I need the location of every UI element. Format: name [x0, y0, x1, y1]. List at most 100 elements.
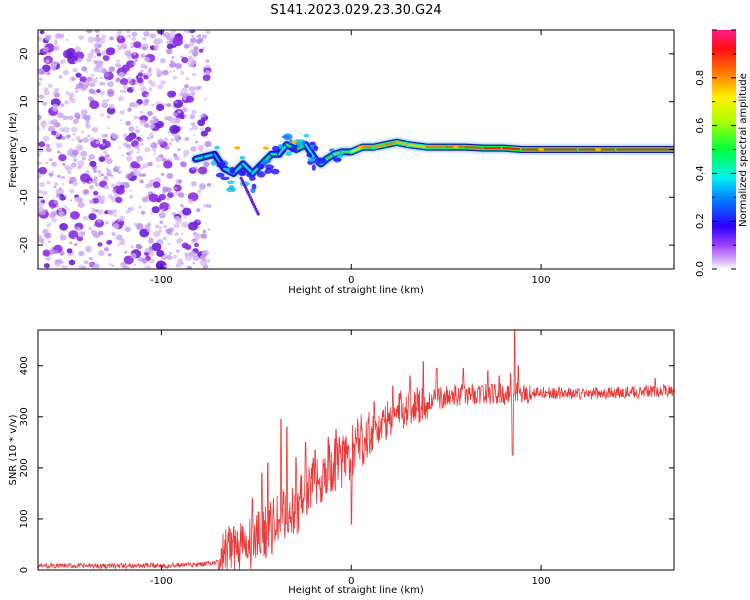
noise-blob: [140, 210, 146, 215]
noise-blob: [125, 120, 131, 126]
noise-blob: [87, 52, 94, 59]
ridge-blob: [220, 176, 230, 181]
noise-blob: [105, 78, 109, 81]
noise-blob: [106, 106, 116, 115]
noise-blob: [180, 71, 185, 75]
noise-blob: [133, 115, 138, 120]
noise-blob: [201, 251, 205, 255]
noise-blob: [143, 99, 147, 103]
spectrogram-y-tick-label-3: 10: [19, 95, 30, 108]
colorbar-tick-label-0: 0.0: [695, 261, 706, 277]
noise-blob: [129, 189, 132, 192]
noise-blob: [56, 193, 61, 198]
noise-blob: [148, 246, 153, 250]
noise-blob: [39, 181, 46, 188]
noise-blob: [54, 261, 61, 267]
noise-blob: [84, 70, 88, 73]
noise-blob: [174, 187, 178, 190]
noise-blob: [46, 180, 51, 185]
noise-blob: [39, 30, 45, 35]
noise-blob: [170, 30, 176, 34]
ridge-blob: [309, 141, 316, 146]
noise-blob: [181, 57, 189, 64]
colorbar-tick-label-4: 0.8: [695, 70, 706, 86]
noise-blob: [105, 167, 110, 171]
noise-blob: [146, 228, 151, 233]
noise-blob: [173, 99, 184, 109]
spectrogram-x-axis-label: Height of straight line (km): [288, 285, 424, 296]
noise-blob: [109, 174, 114, 178]
noise-blob: [69, 98, 76, 104]
noise-blob: [78, 250, 85, 257]
noise-blob: [162, 186, 169, 192]
noise-blob: [74, 196, 82, 203]
noise-blob: [179, 115, 185, 120]
noise-blob: [87, 158, 91, 162]
noise-blob: [68, 165, 73, 171]
noise-blob: [90, 78, 95, 82]
noise-blob: [100, 173, 105, 177]
noise-blob: [67, 170, 72, 175]
noise-blob: [189, 49, 195, 54]
noise-blob: [82, 137, 89, 143]
noise-blob: [133, 41, 142, 49]
snr-y-axis-label: SNR (10 * v/v): [8, 414, 19, 485]
ridge-segment-core: [304, 143, 317, 161]
noise-blob: [175, 63, 182, 69]
noise-blob: [59, 127, 65, 132]
noise-blob: [139, 166, 143, 170]
noise-blob: [135, 244, 141, 249]
noise-blob: [102, 99, 108, 104]
ridge-segment-core: [502, 147, 524, 151]
noise-blob: [94, 47, 99, 52]
noise-blob: [84, 245, 93, 252]
noise-blob: [102, 55, 110, 61]
colorbar-gradient: [712, 30, 736, 269]
noise-blob: [138, 205, 142, 209]
snr-y-tick-label-4: 400: [19, 356, 30, 375]
noise-blob: [151, 112, 154, 115]
snr-ticks: -100 0 100 0 100 200 300 400: [19, 330, 674, 587]
noise-blob: [146, 249, 150, 253]
noise-blob: [93, 169, 97, 173]
colorbar: 0.0 0.2 0.4 0.6 0.8 Normalized spectral ampl…: [695, 29, 749, 277]
noise-blob: [89, 185, 94, 190]
noise-blob: [198, 86, 202, 90]
noise-blob: [151, 103, 155, 107]
noise-blob: [152, 181, 161, 188]
noise-blob: [137, 77, 144, 84]
noise-blob: [73, 121, 78, 125]
noise-blob: [148, 87, 153, 92]
noise-blob: [54, 89, 59, 93]
noise-blob: [68, 147, 73, 151]
noise-blob: [160, 139, 164, 143]
noise-blob: [207, 228, 211, 231]
noise-blob: [126, 60, 135, 68]
noise-blob: [43, 87, 49, 92]
noise-blob: [194, 233, 199, 237]
figure-title: S141.2023.029.23.30.G24: [270, 3, 441, 18]
noise-blob: [143, 56, 151, 63]
ridge-tail: [252, 202, 256, 207]
noise-blob: [73, 158, 78, 162]
noise-blob: [184, 216, 187, 219]
noise-blob: [38, 36, 43, 42]
noise-blob: [55, 33, 61, 39]
ridge-blob: [224, 167, 232, 172]
noise-blob: [196, 208, 201, 213]
ridge-tail: [249, 198, 253, 202]
noise-blob: [192, 134, 196, 137]
noise-blob: [142, 46, 147, 51]
noise-blob: [135, 126, 139, 129]
ridge-tail: [247, 193, 251, 197]
noise-blob: [75, 115, 81, 120]
ridge-blob: [307, 157, 315, 162]
noise-blob: [90, 229, 98, 236]
noise-blob: [172, 37, 183, 47]
ridge-blob: [329, 148, 335, 152]
noise-blob: [166, 43, 174, 50]
noise-blob: [134, 145, 140, 150]
noise-blob: [124, 226, 131, 233]
noise-blob: [203, 203, 208, 208]
